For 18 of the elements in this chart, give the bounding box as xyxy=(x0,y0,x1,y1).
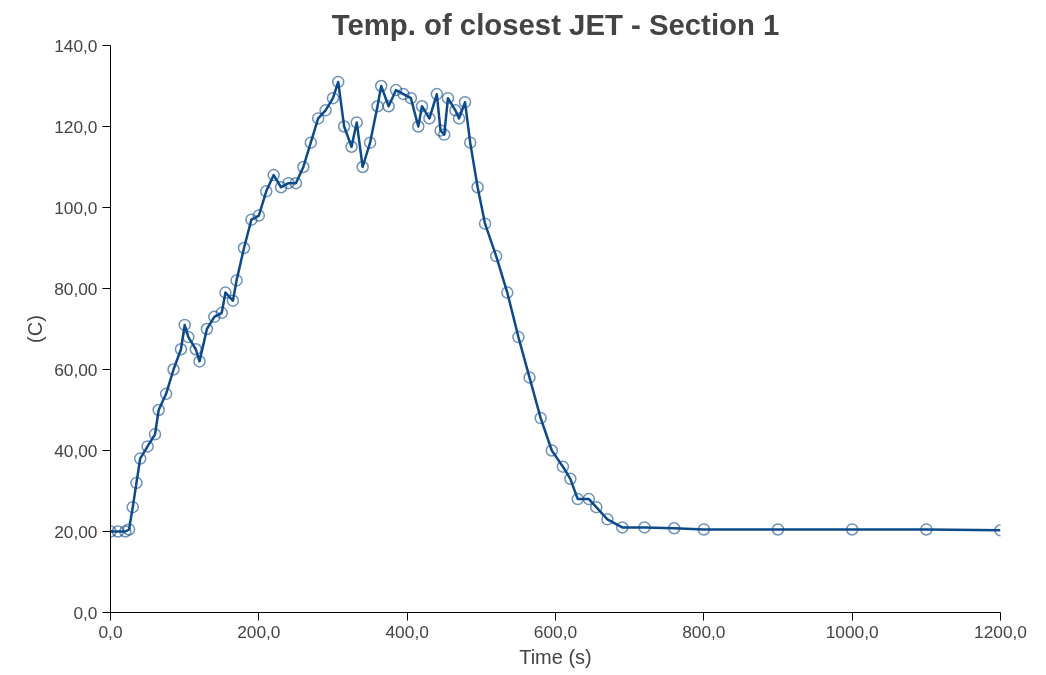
y-tick-label: 40,00 xyxy=(54,440,98,461)
x-tick-label: 1000,0 xyxy=(825,621,879,642)
y-tick-label: 60,00 xyxy=(54,359,98,380)
x-tick-label: 400,0 xyxy=(385,621,429,642)
x-tick-label: 800,0 xyxy=(682,621,726,642)
y-tick-label: 80,00 xyxy=(54,278,98,299)
x-axis-title: Time (s) xyxy=(519,645,592,668)
y-tick-label: 140,0 xyxy=(54,35,98,56)
x-tick-label: 200,0 xyxy=(237,621,281,642)
y-tick-label: 120,0 xyxy=(54,116,98,137)
chart-title: Temp. of closest JET - Section 1 xyxy=(331,7,780,41)
y-tick-label: 0,0 xyxy=(73,602,98,623)
x-tick-label: 0,0 xyxy=(98,621,123,642)
x-tick-label: 1200,0 xyxy=(974,621,1027,642)
y-tick-label: 20,00 xyxy=(54,521,98,542)
y-axis-title: (C) xyxy=(24,315,47,343)
y-tick-label: 100,0 xyxy=(54,197,98,218)
x-tick-label: 600,0 xyxy=(533,621,578,642)
